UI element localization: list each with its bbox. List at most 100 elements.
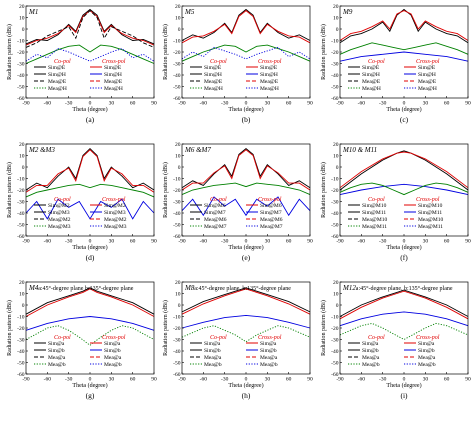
legend-label: Sim@M6	[260, 203, 282, 209]
y-tick-label: -20	[173, 188, 181, 194]
legend-label: Mea@a	[362, 355, 380, 361]
series-line-b-0	[181, 8, 311, 41]
panel-g: -90 -60 -30 0 30 60 90-60-50-40-30-20-1001020T…	[6, 280, 157, 400]
x-tick-label: -90	[336, 239, 344, 245]
y-tick-label: 10	[175, 154, 181, 160]
legend-label: Sim@M3	[104, 210, 126, 216]
y-tick-label: -50	[17, 361, 25, 367]
x-tick-label: 30	[265, 101, 271, 107]
series-line-g-0	[25, 287, 155, 315]
x-tick-label: 90	[465, 377, 471, 383]
y-axis-label: Radiation pattern (dBi)	[320, 300, 327, 356]
plot-frame	[181, 143, 311, 237]
y-tick-label: -60	[17, 372, 25, 378]
x-tick-label: -30	[379, 377, 387, 383]
plot-frame	[181, 281, 311, 375]
x-axis-label: Theta (degree)	[386, 106, 421, 113]
series-line-c-2	[339, 51, 469, 62]
legend-label: Sim@b	[260, 348, 277, 354]
legend-label: Sim@M11	[362, 210, 386, 216]
legend-label: Sim@E	[48, 65, 66, 71]
panel-caption: (a)	[86, 115, 95, 124]
series-line-e-3	[181, 196, 311, 217]
y-tick-label: 0	[336, 303, 339, 309]
panel-caption: (c)	[400, 115, 409, 124]
y-tick-label: -30	[173, 200, 181, 206]
panel-title: M4	[28, 284, 39, 292]
y-tick-label: -60	[173, 372, 181, 378]
legend-label: Sim@b	[48, 348, 65, 354]
series-line-f-0	[339, 150, 469, 191]
y-axis-label: Radiation pattern (dBi)	[6, 162, 13, 218]
x-tick-label: -30	[379, 101, 387, 107]
panel-subtitle: a:45°-degree plane, b:135°-degree plane	[356, 285, 453, 292]
series-line-d-2	[25, 183, 155, 198]
annotation-cross-pol: Cross-pol	[102, 59, 126, 65]
y-tick-label: -20	[173, 50, 181, 56]
y-tick-label: -40	[173, 349, 181, 355]
legend-label: Sim@M11	[418, 210, 442, 216]
x-axis-label: Theta (degree)	[228, 244, 263, 251]
y-tick-label: 20	[333, 142, 339, 148]
legend-label: Mea@b	[362, 362, 380, 368]
legend-label: Sim@H	[418, 72, 436, 78]
y-tick-label: -10	[17, 177, 25, 183]
annotation-co-pol: Co-pol	[368, 59, 385, 65]
annotation-co-pol: Co-pol	[54, 59, 71, 65]
y-tick-label: 0	[22, 165, 25, 171]
legend-label: Mea@a	[204, 355, 222, 361]
x-tick-label: 0	[245, 239, 248, 245]
legend-label: Sim@H	[362, 72, 380, 78]
legend-label: Mea@E	[260, 79, 279, 85]
panel-caption: (g)	[86, 391, 95, 400]
panel-d: -90 -60 -30 0 30 60 90-60-50-40-30-20-1001020T…	[6, 142, 157, 262]
y-tick-label: -50	[17, 85, 25, 91]
legend-label: Sim@a	[204, 341, 221, 347]
x-tick-label: -30	[221, 239, 229, 245]
y-axis-label: Radiation pattern (dBi)	[162, 300, 169, 356]
legend-label: Sim@a	[104, 341, 121, 347]
x-tick-label: 90	[151, 377, 157, 383]
x-tick-label: 60	[444, 239, 450, 245]
legend-label: Sim@M2	[104, 203, 126, 209]
series-line-h-2	[181, 314, 311, 329]
x-tick-label: 30	[423, 377, 429, 383]
x-tick-label: -90	[178, 377, 186, 383]
legend-label: Mea@M6	[260, 217, 283, 223]
panel-title: M8	[184, 284, 195, 292]
series-line-h-0	[181, 287, 311, 313]
y-tick-label: -40	[17, 73, 25, 79]
x-tick-label: 0	[89, 377, 92, 383]
x-tick-label: -30	[379, 239, 387, 245]
y-tick-label: -60	[17, 96, 25, 102]
x-tick-label: 90	[307, 101, 313, 107]
x-tick-label: 30	[109, 377, 115, 383]
series-line-a-0	[25, 8, 155, 45]
x-tick-label: -60	[44, 239, 52, 245]
x-axis-label: Theta (degree)	[72, 382, 107, 389]
series-line-i-0	[339, 289, 469, 317]
legend-label: Mea@a	[418, 355, 436, 361]
y-tick-label: 20	[175, 142, 181, 148]
y-tick-label: -20	[331, 50, 339, 56]
x-tick-label: -90	[178, 239, 186, 245]
y-tick-label: -10	[17, 39, 25, 45]
legend-label: Mea@a	[260, 355, 278, 361]
panel-caption: (i)	[400, 391, 408, 400]
x-tick-label: -60	[44, 377, 52, 383]
x-axis-label: Theta (degree)	[72, 106, 107, 113]
panel-title: M5	[184, 8, 195, 16]
legend-label: Mea@M10	[418, 217, 443, 223]
legend-label: Mea@M2	[48, 217, 71, 223]
y-tick-label: -30	[17, 338, 25, 344]
panel-caption: (e)	[242, 253, 251, 262]
y-tick-label: -40	[17, 349, 25, 355]
legend-label: Mea@H	[362, 86, 381, 92]
legend-label: Sim@E	[204, 65, 222, 71]
y-tick-label: -40	[173, 73, 181, 79]
x-tick-label: 30	[265, 239, 271, 245]
panel-i: -90 -60 -30 0 30 60 90-60-50-40-30-20-1001020T…	[320, 280, 471, 400]
y-tick-label: 20	[175, 280, 181, 286]
y-tick-label: -50	[17, 223, 25, 229]
